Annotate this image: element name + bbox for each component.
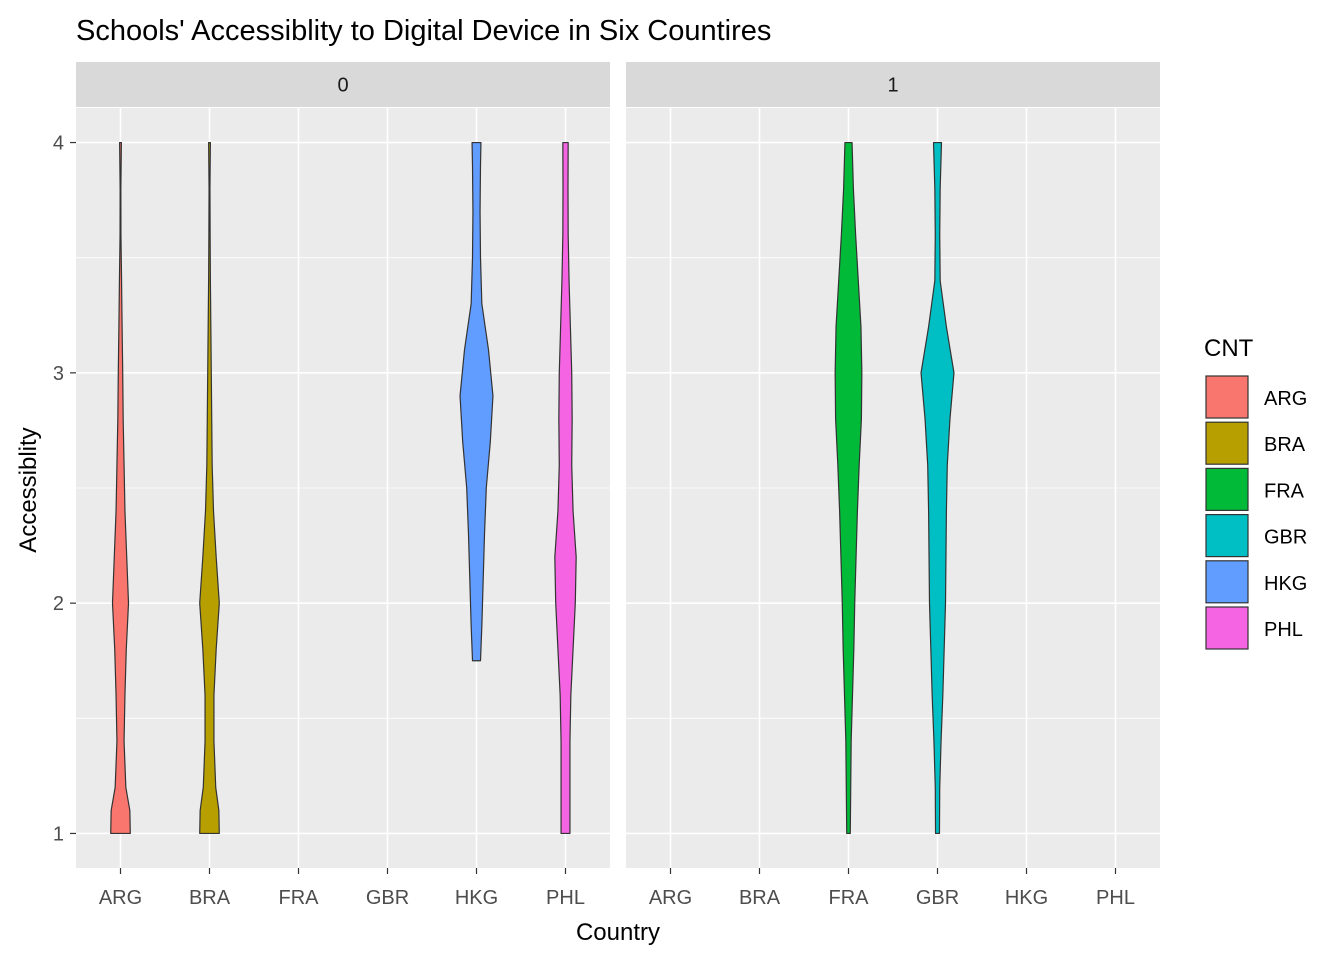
x-tick-label: HKG <box>1005 887 1048 909</box>
legend-label-phl: PHL <box>1264 619 1303 641</box>
x-tick-label: GBR <box>916 887 959 909</box>
x-tick-label: BRA <box>189 887 231 909</box>
legend-key-phl <box>1205 606 1249 650</box>
facet-panel-1: 1 ARG BRA FRA GBR HKG PHL <box>626 62 1160 909</box>
legend-key-fra <box>1205 467 1249 511</box>
x-tick-label: HKG <box>455 887 498 909</box>
facet-panel-0: 0 ARG BRA FRA GBR HKG PHL 1 2 3 4 <box>53 62 610 909</box>
facet-strip-label: 1 <box>887 75 898 97</box>
violin-bra-facet-0 <box>199 141 220 835</box>
facet-panels: 0 ARG BRA FRA GBR HKG PHL 1 2 3 4 1 ARG BRA FRA GBR HKG P… <box>53 62 1160 909</box>
legend-label-arg: ARG <box>1264 388 1307 410</box>
legend-label-fra: FRA <box>1264 480 1305 502</box>
legend-key-arg <box>1205 375 1249 419</box>
legend-label-hkg: HKG <box>1264 573 1307 595</box>
x-axis-title: Country <box>576 919 660 946</box>
x-tick-label: FRA <box>829 887 870 909</box>
legend-label-bra: BRA <box>1264 434 1306 456</box>
violin-phl-facet-0 <box>554 141 577 835</box>
x-tick-label: ARG <box>649 887 692 909</box>
x-tick-label: PHL <box>1096 887 1135 909</box>
y-axis-title: Accessiblity <box>15 427 42 552</box>
facet-strip <box>626 62 1160 107</box>
y-tick-label: 4 <box>53 133 64 155</box>
y-tick-label: 3 <box>53 363 64 385</box>
legend-key-gbr <box>1205 513 1249 558</box>
chart-title: Schools' Accessiblity to Digital Device … <box>76 15 771 47</box>
x-tick-label: BRA <box>739 887 781 909</box>
legend-label-gbr: GBR <box>1264 527 1307 549</box>
violin-hkg-facet-0 <box>459 141 494 662</box>
y-tick-label: 2 <box>53 593 64 615</box>
x-tick-label: FRA <box>279 887 320 909</box>
legend-title: CNT <box>1204 335 1254 362</box>
violin-arg-facet-0 <box>110 141 131 835</box>
y-tick-label: 1 <box>53 823 64 845</box>
facet-strip-label: 0 <box>337 75 348 97</box>
facet-strip <box>76 62 610 107</box>
legend-key-hkg <box>1205 560 1249 604</box>
legend: CNT ARG BRA FRA GBR HKG PHL <box>1204 335 1307 650</box>
violin-fra-facet-1 <box>834 141 863 835</box>
violin-gbr-facet-1 <box>920 141 955 835</box>
x-tick-label: PHL <box>546 887 585 909</box>
x-tick-label: ARG <box>99 887 142 909</box>
x-tick-label: GBR <box>366 887 409 909</box>
legend-key-bra <box>1205 421 1249 465</box>
